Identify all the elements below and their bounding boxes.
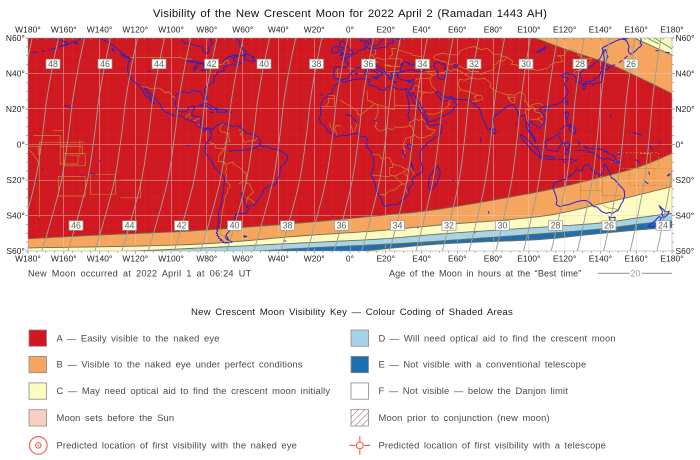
svg-text:W180°: W180° — [15, 254, 41, 264]
svg-text:34: 34 — [393, 221, 403, 231]
svg-text:E180°: E180° — [660, 254, 683, 264]
svg-text:0°: 0° — [17, 140, 25, 150]
svg-text:W80°: W80° — [196, 254, 217, 264]
svg-text:E140°: E140° — [589, 24, 612, 34]
svg-text:E40°: E40° — [412, 254, 431, 264]
svg-text:28: 28 — [551, 221, 561, 231]
svg-text:E20°: E20° — [376, 254, 395, 264]
svg-text:N20°: N20° — [676, 104, 695, 114]
svg-text:E80°: E80° — [484, 24, 503, 34]
svg-text:38: 38 — [312, 59, 322, 69]
svg-text:46: 46 — [100, 59, 110, 69]
svg-text:Visibility of the New Crescent: Visibility of the New Crescent Moon for … — [153, 8, 547, 20]
svg-text:W140°: W140° — [87, 24, 113, 34]
svg-text:W160°: W160° — [51, 24, 77, 34]
svg-text:N60°: N60° — [6, 33, 25, 43]
svg-text:N40°: N40° — [676, 69, 695, 79]
svg-text:E100°: E100° — [517, 254, 540, 264]
svg-text:S40°: S40° — [676, 211, 695, 221]
svg-text:34: 34 — [418, 59, 428, 69]
svg-text:D — Will need optical aid to f: D — Will need optical aid to find the cr… — [379, 332, 616, 343]
svg-text:W140°: W140° — [87, 254, 113, 264]
svg-text:24: 24 — [658, 221, 668, 231]
svg-text:W160°: W160° — [51, 254, 77, 264]
svg-text:28: 28 — [575, 59, 585, 69]
svg-text:Age of the Moon in hours at th: Age of the Moon in hours at the “Best ti… — [389, 269, 581, 279]
svg-text:W100°: W100° — [158, 24, 184, 34]
svg-text:32: 32 — [444, 221, 454, 231]
svg-text:0°: 0° — [346, 254, 354, 264]
svg-text:E160°: E160° — [624, 254, 647, 264]
svg-text:Predicted location of first vi: Predicted location of first visibility w… — [379, 440, 607, 451]
svg-text:E — Not visible with a convent: E — Not visible with a conventional tele… — [379, 359, 587, 370]
svg-text:E120°: E120° — [553, 254, 576, 264]
svg-text:E160°: E160° — [624, 24, 647, 34]
svg-text:48: 48 — [48, 59, 58, 69]
svg-text:30: 30 — [498, 221, 508, 231]
svg-text:New Moon occurred at 2022 Apri: New Moon occurred at 2022 April 1 at 06:… — [28, 269, 252, 279]
svg-text:E60°: E60° — [448, 24, 467, 34]
svg-text:42: 42 — [177, 221, 187, 231]
svg-text:40: 40 — [230, 221, 240, 231]
svg-text:W80°: W80° — [196, 24, 217, 34]
svg-text:A — Easily visible to the nake: A — Easily visible to the naked eye — [57, 332, 220, 343]
svg-text:32: 32 — [469, 59, 479, 69]
svg-text:Moon sets before the Sun: Moon sets before the Sun — [57, 412, 175, 423]
svg-text:E100°: E100° — [517, 24, 540, 34]
svg-text:36: 36 — [337, 221, 347, 231]
svg-text:42: 42 — [207, 59, 217, 69]
svg-text:C — May need optical aid to fi: C — May need optical aid to find the cre… — [57, 385, 331, 396]
svg-text:W100°: W100° — [158, 254, 184, 264]
svg-text:26: 26 — [626, 59, 636, 69]
svg-text:E60°: E60° — [448, 254, 467, 264]
svg-text:E140°: E140° — [589, 254, 612, 264]
svg-text:F — Not visible — below the Da: F — Not visible — below the Danjon limit — [379, 385, 569, 396]
svg-text:S20°: S20° — [6, 175, 25, 185]
svg-text:S40°: S40° — [6, 211, 25, 221]
svg-text:W20°: W20° — [304, 24, 325, 34]
svg-text:W60°: W60° — [232, 24, 253, 34]
svg-text:44: 44 — [154, 59, 164, 69]
svg-text:New Crescent Moon Visibility K: New Crescent Moon Visibility Key — Colou… — [191, 307, 513, 318]
svg-text:E180°: E180° — [660, 24, 683, 34]
svg-text:20: 20 — [630, 269, 640, 279]
svg-text:44: 44 — [125, 221, 135, 231]
svg-text:W40°: W40° — [268, 254, 289, 264]
svg-text:N20°: N20° — [6, 104, 25, 114]
svg-text:B — Visible to the naked eye u: B — Visible to the naked eye under perfe… — [57, 359, 303, 370]
svg-text:26: 26 — [604, 221, 614, 231]
svg-text:40: 40 — [259, 59, 269, 69]
svg-text:E20°: E20° — [376, 24, 395, 34]
svg-text:W60°: W60° — [232, 254, 253, 264]
svg-text:46: 46 — [71, 221, 81, 231]
svg-text:30: 30 — [521, 59, 531, 69]
svg-text:W120°: W120° — [122, 254, 148, 264]
svg-text:38: 38 — [283, 221, 293, 231]
svg-text:S60°: S60° — [6, 246, 25, 256]
svg-text:0°: 0° — [346, 24, 354, 34]
svg-text:N40°: N40° — [6, 69, 25, 79]
svg-text:S20°: S20° — [676, 175, 695, 185]
svg-text:E40°: E40° — [412, 24, 431, 34]
svg-text:Predicted location of first vi: Predicted location of first visibility w… — [57, 440, 298, 451]
svg-text:W120°: W120° — [122, 24, 148, 34]
svg-text:Moon prior to conjunction (new: Moon prior to conjunction (new moon) — [379, 412, 550, 423]
svg-text:W40°: W40° — [268, 24, 289, 34]
svg-text:W20°: W20° — [304, 254, 325, 264]
svg-text:E80°: E80° — [484, 254, 503, 264]
svg-text:W180°: W180° — [15, 24, 41, 34]
svg-text:S60°: S60° — [676, 246, 695, 256]
svg-text:36: 36 — [364, 59, 374, 69]
svg-text:N60°: N60° — [676, 33, 695, 43]
svg-text:E120°: E120° — [553, 24, 576, 34]
svg-text:0°: 0° — [676, 140, 684, 150]
